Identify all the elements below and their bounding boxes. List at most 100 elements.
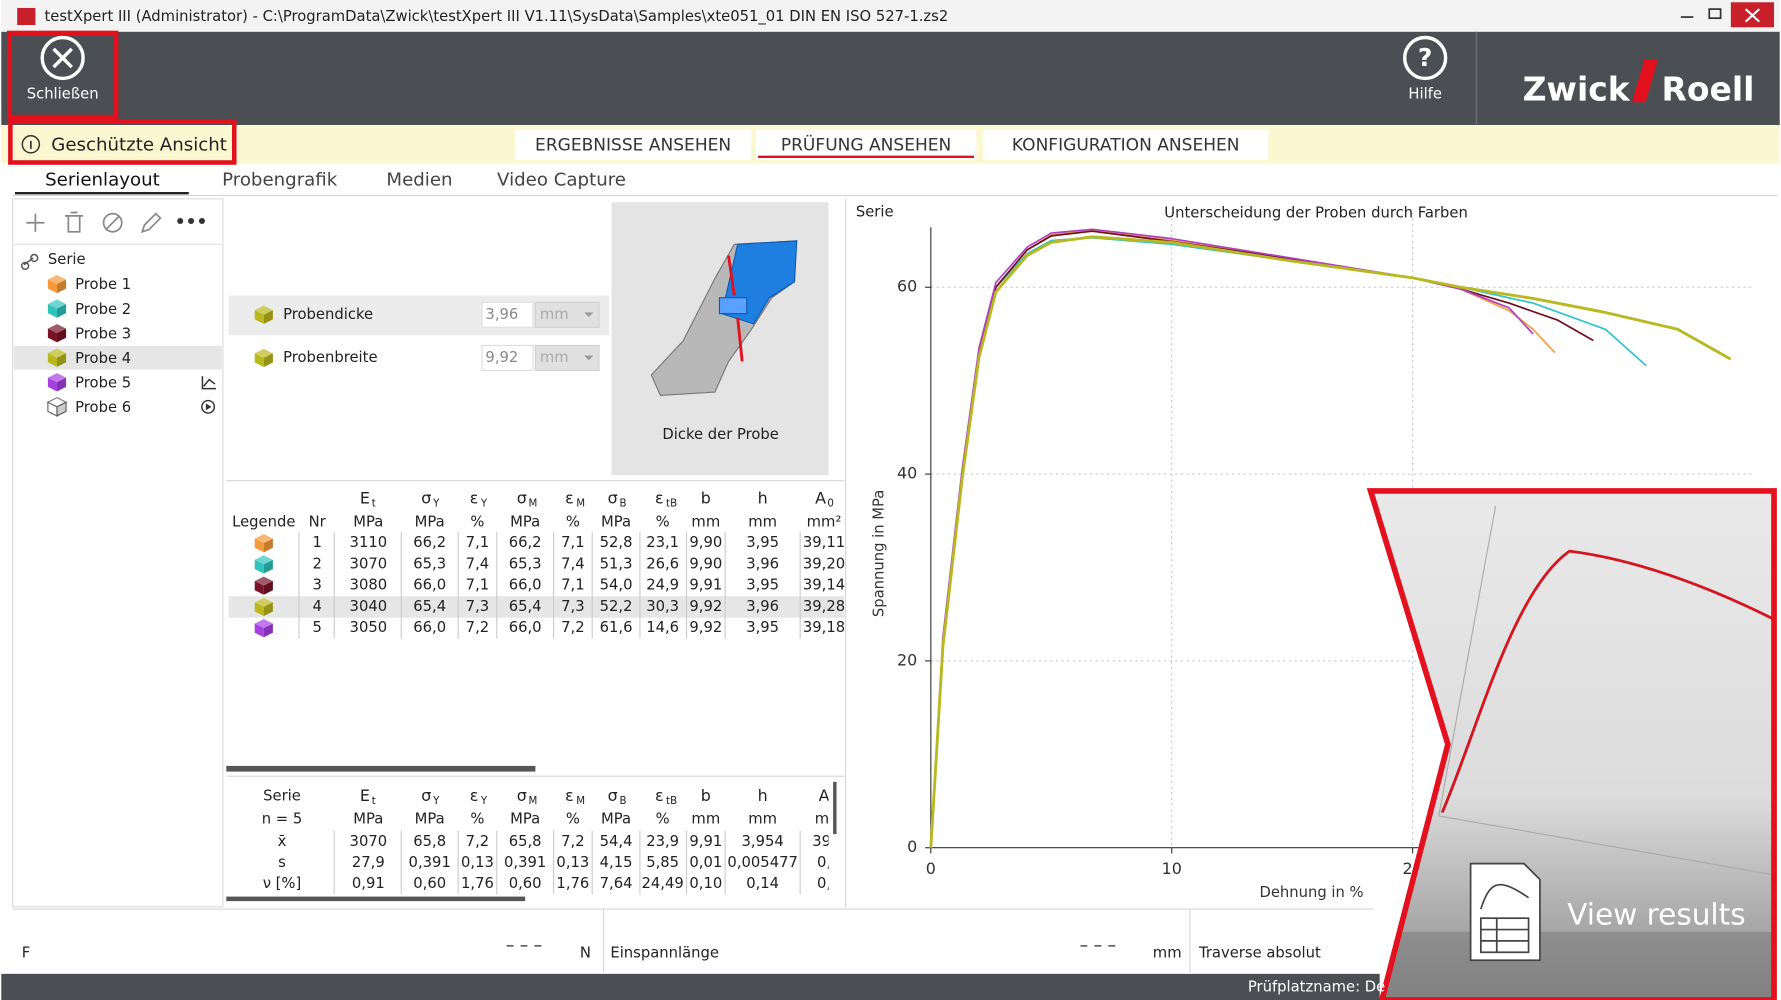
help-label: Hilfe (1408, 85, 1442, 102)
table-cell: 61,6 (600, 619, 633, 636)
table-cell: 9,90 (689, 555, 722, 572)
row-label: x̄ (278, 833, 287, 850)
station-name: Prüfplatzname: De (1248, 979, 1385, 996)
column-unit: MPa (601, 810, 631, 827)
column-unit: % (566, 514, 580, 531)
row-number: 3 (313, 577, 322, 594)
column-subscript: t (372, 796, 376, 807)
column-unit: mı (815, 810, 834, 827)
tree-root[interactable]: Serie (48, 251, 86, 268)
scrollbar[interactable] (226, 897, 525, 902)
table-cell: 7,2 (466, 619, 489, 636)
scrollbar[interactable] (833, 782, 836, 834)
column-unit: % (470, 514, 484, 531)
column-subscript: 0 (827, 498, 834, 509)
table-cell: 3110 (350, 534, 388, 551)
sample-cube (255, 555, 273, 573)
column-subscript: tB (666, 796, 677, 807)
column-symbol: ε (655, 786, 664, 805)
force-unit: N (580, 944, 591, 961)
table-cell: 9,91 (689, 833, 722, 850)
row-label: ν [%] (263, 875, 302, 892)
column-header: Legende (232, 514, 295, 531)
table-cell: 66,0 (413, 577, 446, 594)
column-symbol: b (701, 488, 711, 507)
column-unit: MPa (510, 514, 540, 531)
force-label: F (22, 944, 31, 961)
app-window: testXpert III (Administrator) - C:\Progr… (0, 0, 1781, 1000)
table-cell: 1,76 (461, 875, 494, 892)
sample-cube (48, 398, 66, 416)
tree-item[interactable]: Probe 1 (75, 276, 131, 293)
column-unit: mm (748, 810, 777, 827)
column-subscript: B (619, 498, 626, 509)
view-tab[interactable]: Serienlayout (45, 170, 160, 191)
table-cell: 7,3 (466, 598, 489, 615)
image-caption: Dicke der Probe (662, 426, 779, 443)
table-cell: 0,391 (504, 854, 546, 871)
param-label: Probendicke (283, 306, 373, 323)
sample-cube (255, 534, 273, 552)
row-number: 2 (313, 555, 322, 572)
table-cell: 7,1 (466, 534, 489, 551)
table-cell: 7,4 (466, 555, 489, 572)
table-cell: 7,4 (561, 555, 584, 572)
y-axis-label: Spannung in MPa (871, 490, 888, 617)
tree-item[interactable]: Probe 3 (75, 325, 131, 342)
table-cell: 52,8 (600, 534, 633, 551)
column-symbol: σ (608, 786, 618, 805)
tree-item[interactable]: Probe 2 (75, 301, 131, 318)
table-cell: 27,9 (352, 854, 385, 871)
column-unit: % (656, 810, 670, 827)
column-symbol: h (758, 488, 768, 507)
table-cell: 54,4 (600, 833, 633, 850)
column-symbol: ε (565, 488, 574, 507)
view-results-overlay[interactable]: View results (1371, 491, 1780, 1000)
table-cell: 3040 (350, 598, 388, 615)
y-tick-label: 20 (897, 650, 917, 669)
chart-series-label: Serie (856, 204, 894, 221)
results-icon (1471, 864, 1540, 961)
view-tab[interactable]: Probengrafik (222, 170, 338, 191)
crosshead-label: Traverse absolut (1198, 944, 1321, 961)
row-label: s (278, 854, 286, 871)
table-cell: 39, (812, 833, 835, 850)
table-cell: 65,8 (509, 833, 542, 850)
view-tab[interactable]: Video Capture (497, 170, 626, 191)
column-subscript: M (576, 498, 585, 509)
table-cell: 0,10 (689, 875, 722, 892)
table-cell: 0,391 (409, 854, 451, 871)
column-header: Nr (309, 514, 327, 531)
column-symbol: σ (421, 488, 431, 507)
column-subscript: M (529, 498, 538, 509)
tree-item[interactable]: Probe 6 (75, 399, 131, 416)
table-cell: 65,8 (413, 833, 446, 850)
table-cell: 26,6 (646, 555, 679, 572)
table-cell: 23,9 (646, 833, 679, 850)
view-tab[interactable]: Medien (386, 170, 452, 191)
table-cell: 0,91 (352, 875, 385, 892)
table-cell: 66,2 (509, 534, 542, 551)
column-symbol: A (815, 488, 826, 507)
tree-item[interactable]: Probe 4 (75, 350, 131, 367)
table-cell: 3,96 (746, 598, 779, 615)
column-symbol: σ (608, 488, 618, 507)
scrollbar[interactable] (226, 766, 535, 772)
mode-tab-label: KONFIGURATION ANSEHEN (1012, 135, 1240, 155)
param-label: Probenbreite (283, 349, 377, 366)
column-symbol: σ (421, 786, 431, 805)
column-symbol: E (360, 786, 370, 805)
force-value: – – – (506, 935, 542, 955)
table-cell: 7,2 (466, 833, 489, 850)
table-cell: 0,01 (689, 854, 722, 871)
column-symbol: ε (565, 786, 574, 805)
param-unit: mm (540, 306, 569, 323)
tree-item[interactable]: Probe 5 (75, 374, 131, 391)
column-header: Serie (263, 788, 301, 805)
more-icon[interactable]: ••• (175, 213, 208, 233)
table-cell: 9,91 (689, 577, 722, 594)
row-number: 5 (313, 619, 322, 636)
row-number: 4 (313, 598, 322, 615)
table-cell: 3,95 (746, 619, 779, 636)
column-symbol: ε (655, 488, 664, 507)
